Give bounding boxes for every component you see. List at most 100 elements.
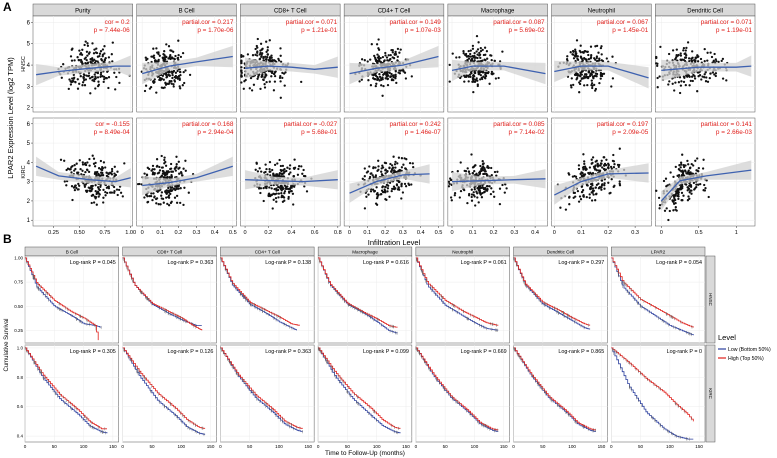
data-point xyxy=(276,188,280,192)
data-point xyxy=(383,59,386,62)
data-point xyxy=(676,54,679,58)
data-point xyxy=(580,185,584,188)
data-point xyxy=(469,55,472,58)
data-point xyxy=(296,173,300,176)
data-point xyxy=(99,73,103,76)
data-point xyxy=(689,171,692,174)
data-point xyxy=(86,161,89,164)
x-tick-label: 0.8 xyxy=(334,230,342,236)
fit-line xyxy=(554,172,649,196)
x-tick-label: 0.4 xyxy=(531,230,539,236)
data-point xyxy=(158,78,161,82)
data-point xyxy=(594,168,597,171)
data-point xyxy=(86,189,89,192)
data-point xyxy=(281,76,284,80)
correlation-label: partial.cor = 0.071 xyxy=(701,19,753,26)
data-point xyxy=(283,190,287,193)
data-point xyxy=(281,195,285,198)
data-point xyxy=(588,193,591,196)
data-point xyxy=(293,158,296,161)
data-point xyxy=(590,73,593,76)
data-point xyxy=(376,53,379,56)
survival-curve-high xyxy=(415,257,499,326)
data-point xyxy=(678,76,682,79)
y-tick-label: 0.50 xyxy=(14,304,23,309)
survival-facet: Log-rank P = 0.099 0 50 100 150 xyxy=(317,344,413,449)
y-tick-label: 6 xyxy=(27,122,31,128)
data-point xyxy=(405,158,408,161)
x-tick-label: 0.2 xyxy=(604,230,612,236)
survival-curve-high xyxy=(220,257,300,326)
data-point xyxy=(377,48,381,51)
confidence-band xyxy=(142,156,233,196)
data-point xyxy=(467,75,470,78)
data-point xyxy=(594,58,597,61)
data-point xyxy=(611,77,615,80)
plot-area xyxy=(122,255,217,344)
data-point xyxy=(184,69,187,72)
data-point xyxy=(588,196,591,199)
data-point xyxy=(470,153,473,156)
y-tick-label: 1.00 xyxy=(14,255,23,260)
censor-marks xyxy=(123,257,196,329)
data-point xyxy=(375,82,378,85)
data-point xyxy=(398,51,401,54)
data-point xyxy=(498,187,502,190)
data-point xyxy=(572,196,575,199)
data-point xyxy=(592,189,595,192)
data-point xyxy=(280,184,283,188)
data-point xyxy=(94,190,97,193)
data-point xyxy=(495,174,498,177)
data-point xyxy=(86,44,90,47)
data-point xyxy=(99,71,103,74)
data-point xyxy=(115,75,118,79)
data-point xyxy=(373,54,376,58)
data-point xyxy=(382,84,385,88)
data-point xyxy=(692,73,695,77)
data-point xyxy=(488,82,491,85)
data-point xyxy=(268,160,272,164)
data-point xyxy=(695,56,698,59)
data-point xyxy=(261,73,264,76)
data-point xyxy=(408,161,412,165)
data-point xyxy=(688,59,691,63)
data-point xyxy=(678,164,681,167)
data-point xyxy=(585,195,588,199)
logrank-p-label: Log-rank P = 0.126 xyxy=(168,349,214,355)
data-point xyxy=(67,87,70,91)
data-point xyxy=(123,162,126,165)
data-point xyxy=(483,190,486,193)
data-point xyxy=(113,71,116,74)
data-point xyxy=(570,86,573,89)
data-point xyxy=(598,169,602,172)
data-point xyxy=(601,72,604,76)
data-point xyxy=(481,160,484,163)
data-point xyxy=(278,174,281,177)
data-point xyxy=(377,55,381,58)
data-point xyxy=(481,48,484,52)
data-point xyxy=(160,194,163,197)
data-point xyxy=(583,173,587,176)
facet-title: Macrophage xyxy=(481,9,515,15)
data-point xyxy=(259,187,263,190)
data-point xyxy=(579,79,582,83)
data-point xyxy=(75,186,78,190)
data-point xyxy=(275,200,278,203)
data-point xyxy=(91,42,94,45)
data-point xyxy=(145,193,148,197)
data-point xyxy=(578,195,582,198)
data-point xyxy=(175,187,179,191)
data-point xyxy=(397,156,401,159)
data-point xyxy=(477,201,480,204)
data-point xyxy=(158,169,162,172)
data-point xyxy=(398,69,401,72)
y-tick-label: 0.6 xyxy=(17,404,24,409)
data-point xyxy=(384,54,387,57)
data-point xyxy=(483,170,487,173)
data-point xyxy=(165,196,168,199)
data-point xyxy=(92,201,96,204)
data-point xyxy=(579,55,583,58)
data-point xyxy=(387,59,390,62)
data-point xyxy=(259,42,263,45)
